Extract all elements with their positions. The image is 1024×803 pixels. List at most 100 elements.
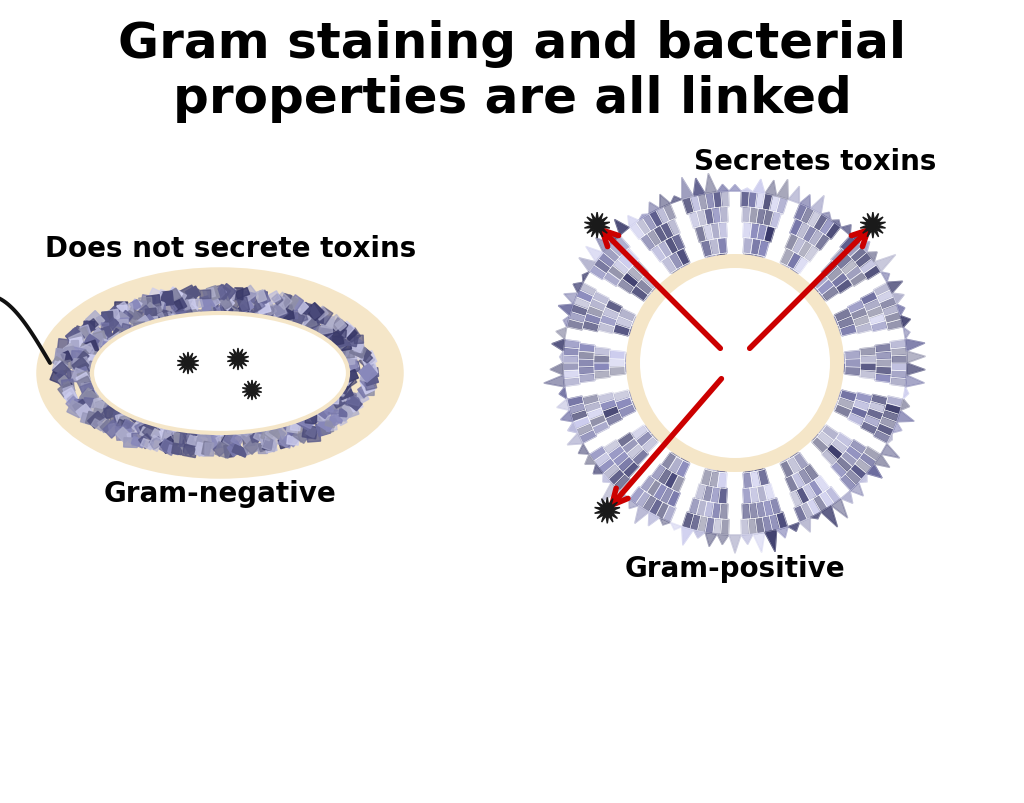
Polygon shape: [877, 291, 894, 304]
Polygon shape: [845, 367, 861, 376]
Bar: [316, 322, 334, 339]
Bar: [146, 414, 156, 428]
Bar: [94, 359, 109, 374]
Bar: [251, 300, 265, 312]
Polygon shape: [602, 406, 620, 419]
Bar: [94, 365, 109, 377]
Polygon shape: [887, 282, 903, 294]
Bar: [84, 383, 93, 393]
Bar: [246, 311, 257, 322]
Bar: [66, 397, 83, 414]
Polygon shape: [635, 506, 649, 524]
Bar: [276, 401, 290, 413]
Bar: [241, 286, 257, 303]
Bar: [311, 312, 325, 324]
Bar: [211, 312, 223, 320]
Polygon shape: [860, 356, 877, 364]
Bar: [116, 399, 130, 415]
Bar: [136, 339, 146, 349]
Bar: [354, 336, 364, 344]
Polygon shape: [876, 374, 891, 383]
Bar: [81, 382, 96, 397]
Bar: [236, 420, 253, 437]
Bar: [196, 434, 209, 448]
Polygon shape: [563, 316, 569, 328]
Polygon shape: [794, 453, 809, 471]
Bar: [349, 344, 367, 359]
Polygon shape: [557, 399, 569, 411]
Bar: [136, 316, 153, 334]
Bar: [331, 336, 346, 352]
Polygon shape: [810, 512, 821, 519]
Bar: [274, 293, 292, 310]
Polygon shape: [853, 400, 870, 412]
Bar: [219, 411, 232, 426]
Bar: [124, 438, 137, 448]
Ellipse shape: [38, 270, 402, 478]
Bar: [254, 301, 270, 316]
Bar: [243, 300, 254, 311]
Polygon shape: [742, 503, 751, 520]
Bar: [264, 424, 280, 439]
Polygon shape: [765, 181, 776, 197]
Bar: [271, 303, 288, 320]
Bar: [346, 393, 360, 408]
Polygon shape: [881, 444, 900, 459]
Polygon shape: [822, 426, 839, 441]
Bar: [65, 347, 76, 360]
Bar: [215, 285, 230, 300]
Bar: [211, 434, 225, 449]
Bar: [152, 318, 162, 328]
Bar: [185, 287, 201, 301]
Bar: [93, 332, 108, 347]
Polygon shape: [577, 291, 593, 304]
Polygon shape: [838, 316, 855, 329]
Bar: [359, 353, 375, 369]
Bar: [103, 407, 117, 419]
Polygon shape: [663, 506, 676, 523]
Bar: [364, 373, 379, 386]
Bar: [88, 361, 102, 373]
Bar: [303, 320, 317, 332]
Bar: [261, 430, 271, 441]
Bar: [237, 322, 251, 334]
Bar: [256, 328, 265, 336]
Bar: [243, 434, 255, 446]
Polygon shape: [608, 470, 625, 486]
Bar: [297, 430, 311, 442]
Bar: [154, 312, 171, 328]
Bar: [189, 288, 199, 300]
Polygon shape: [885, 312, 901, 324]
Bar: [258, 325, 271, 338]
Polygon shape: [860, 348, 876, 357]
Bar: [196, 442, 207, 457]
Bar: [130, 300, 140, 311]
Polygon shape: [840, 236, 856, 252]
Bar: [122, 420, 137, 434]
Polygon shape: [836, 255, 852, 271]
Bar: [347, 393, 361, 406]
Bar: [86, 320, 98, 331]
Polygon shape: [680, 263, 695, 281]
Bar: [148, 317, 160, 332]
Bar: [209, 294, 220, 309]
Bar: [317, 414, 329, 422]
Polygon shape: [790, 219, 803, 237]
Bar: [176, 412, 190, 424]
Polygon shape: [801, 503, 814, 520]
Polygon shape: [649, 203, 659, 214]
Bar: [328, 315, 344, 332]
Bar: [90, 365, 106, 381]
Bar: [61, 352, 73, 364]
Bar: [316, 384, 326, 396]
Bar: [174, 323, 188, 333]
Polygon shape: [776, 198, 787, 214]
Polygon shape: [655, 208, 670, 225]
Polygon shape: [690, 515, 700, 532]
Bar: [129, 320, 144, 334]
Polygon shape: [900, 316, 910, 328]
Polygon shape: [887, 434, 892, 444]
Bar: [347, 357, 358, 371]
Polygon shape: [613, 236, 630, 252]
Bar: [318, 377, 330, 392]
